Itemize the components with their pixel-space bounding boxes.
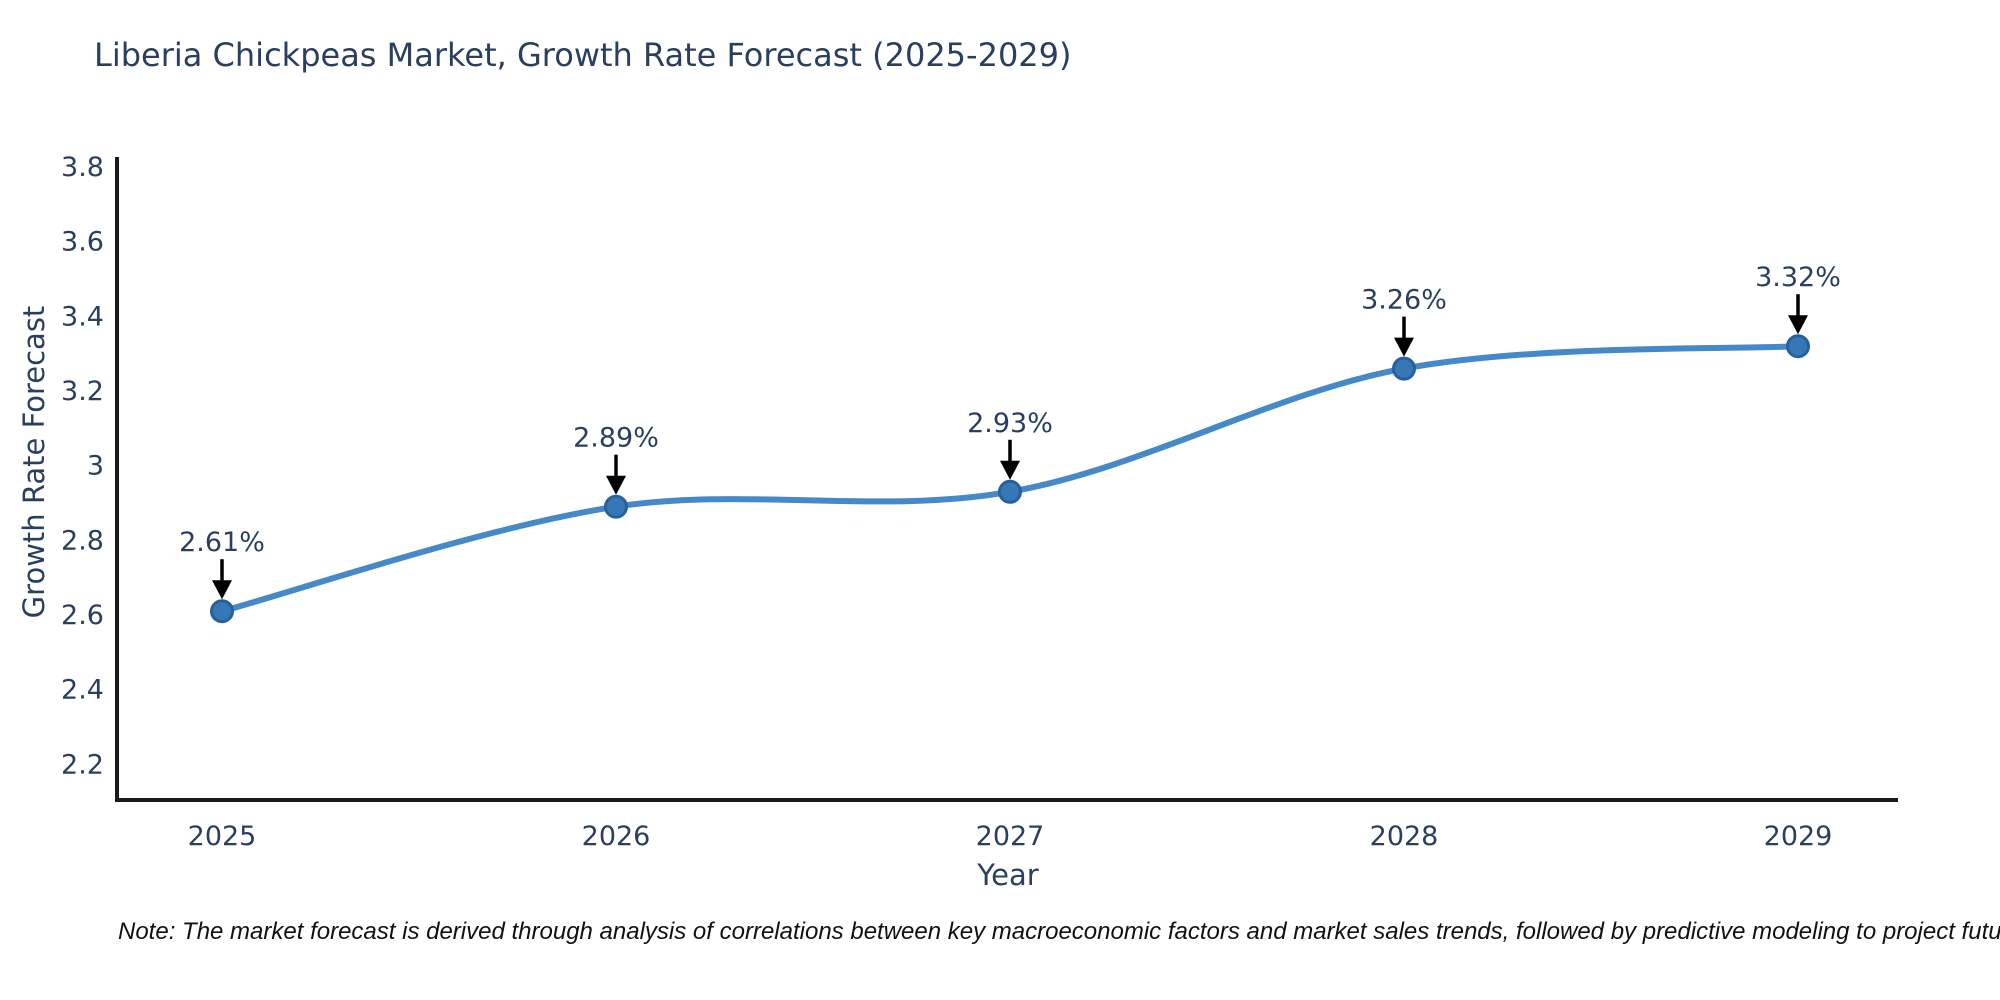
x-axis-title: Year xyxy=(977,858,1039,892)
x-tick-label: 2027 xyxy=(976,821,1045,852)
annotation-arrowhead xyxy=(1000,460,1020,480)
y-tick-label: 2.4 xyxy=(61,675,104,706)
annotation-label: 2.93% xyxy=(967,408,1053,439)
annotation-arrowhead xyxy=(606,475,626,495)
y-tick-label: 2.8 xyxy=(61,525,104,556)
y-tick-label: 3 xyxy=(87,451,104,482)
annotation-arrowhead xyxy=(212,580,232,600)
x-tick-label: 2028 xyxy=(1370,821,1439,852)
y-tick-label: 3.2 xyxy=(61,376,104,407)
x-tick-label: 2026 xyxy=(582,821,651,852)
chart-title: Liberia Chickpeas Market, Growth Rate Fo… xyxy=(94,36,1072,74)
footnote: Note: The market forecast is derived thr… xyxy=(118,918,2000,945)
data-point-marker[interactable] xyxy=(1786,334,1810,359)
annotation-label: 2.61% xyxy=(179,527,265,558)
y-tick-label: 3.8 xyxy=(61,152,104,183)
x-tick-label: 2029 xyxy=(1764,821,1833,852)
y-tick-label: 2.2 xyxy=(61,749,104,780)
y-tick-label: 2.6 xyxy=(61,600,104,631)
y-tick-label: 3.6 xyxy=(61,227,104,258)
annotation-label: 3.26% xyxy=(1361,285,1447,316)
data-point-marker[interactable] xyxy=(1392,356,1416,381)
x-tick-label: 2025 xyxy=(188,821,257,852)
data-point-marker[interactable] xyxy=(210,599,234,624)
data-point-marker[interactable] xyxy=(604,494,628,519)
annotation-arrowhead xyxy=(1394,337,1414,357)
annotation-label: 3.32% xyxy=(1755,262,1841,293)
data-point-marker[interactable] xyxy=(998,479,1022,504)
annotation-label: 2.89% xyxy=(573,423,659,454)
y-tick-label: 3.4 xyxy=(61,301,104,332)
annotation-arrowhead xyxy=(1788,315,1808,335)
